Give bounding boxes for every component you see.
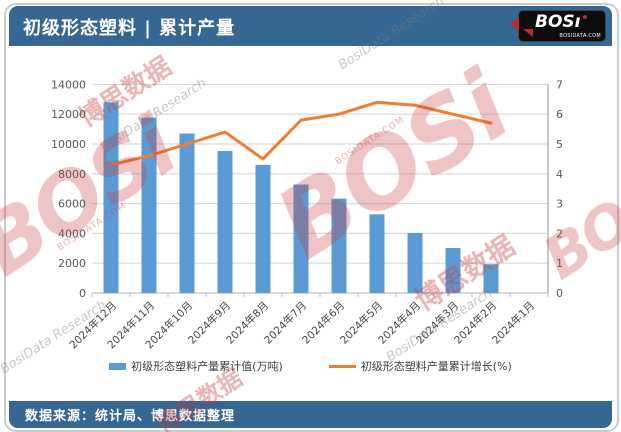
bar xyxy=(369,214,385,293)
y-axis-left-label: 14000 xyxy=(51,78,86,91)
y-axis-right-label: 5 xyxy=(556,138,563,151)
y-axis-left-label: 8000 xyxy=(58,168,86,181)
bar xyxy=(179,133,195,293)
y-axis-right-label: 0 xyxy=(556,287,563,300)
bar xyxy=(331,198,347,293)
bar xyxy=(103,102,119,293)
legend-label: 初级形态塑料产量累计增长(%) xyxy=(360,360,512,373)
y-axis-right-label: 4 xyxy=(556,168,563,181)
y-axis-left-label: 2000 xyxy=(58,257,86,270)
line-series-swatch-icon xyxy=(328,364,356,368)
bar xyxy=(407,232,423,293)
logo-text: BOSı xyxy=(535,12,581,32)
chart-legend: 初级形态塑料产量累计值(万吨) 初级形态塑料产量累计增长(%) xyxy=(0,358,621,374)
footer-bar: 数据来源：统计局、博思数据整理 xyxy=(9,401,612,428)
legend-label: 初级形态塑料产量累计值(万吨) xyxy=(131,360,283,373)
y-axis-right-label: 6 xyxy=(556,108,563,121)
bar xyxy=(483,264,499,293)
logo-triangle-icon xyxy=(523,29,533,37)
bar xyxy=(255,164,271,293)
header-bar: 初级形态塑料 | 累计产量 BOSı BOSIDATA.COM xyxy=(9,6,612,46)
y-axis-right-label: 1 xyxy=(556,257,563,270)
y-axis-left-label: 6000 xyxy=(58,198,86,211)
y-axis-right-label: 2 xyxy=(556,227,563,240)
bar xyxy=(293,184,309,293)
legend-item-line-series: 初级形态塑料产量累计增长(%) xyxy=(328,358,512,374)
logo-domain: BOSIDATA.COM xyxy=(559,33,601,39)
y-axis-left-label: 12000 xyxy=(51,108,86,121)
page-title: 初级形态塑料 | 累计产量 xyxy=(23,18,236,39)
bar xyxy=(445,248,461,293)
legend-item-bar-series: 初级形态塑料产量累计值(万吨) xyxy=(109,358,283,374)
bar-series-swatch-icon xyxy=(109,362,127,370)
y-axis-right-label: 3 xyxy=(556,198,563,211)
logo-triangle-icon xyxy=(510,17,519,31)
bosi-logo: BOSı BOSIDATA.COM xyxy=(510,11,605,41)
y-axis-left-label: 4000 xyxy=(58,227,86,240)
data-source-note: 数据来源：统计局、博思数据整理 xyxy=(25,409,236,424)
logo-i-dot-icon xyxy=(583,15,587,19)
y-axis-left-label: 10000 xyxy=(51,138,86,151)
growth-line xyxy=(109,100,493,167)
y-axis-left-label: 0 xyxy=(79,287,86,300)
y-axis-right-label: 7 xyxy=(556,78,563,91)
bar xyxy=(141,117,157,293)
bar xyxy=(217,151,233,293)
